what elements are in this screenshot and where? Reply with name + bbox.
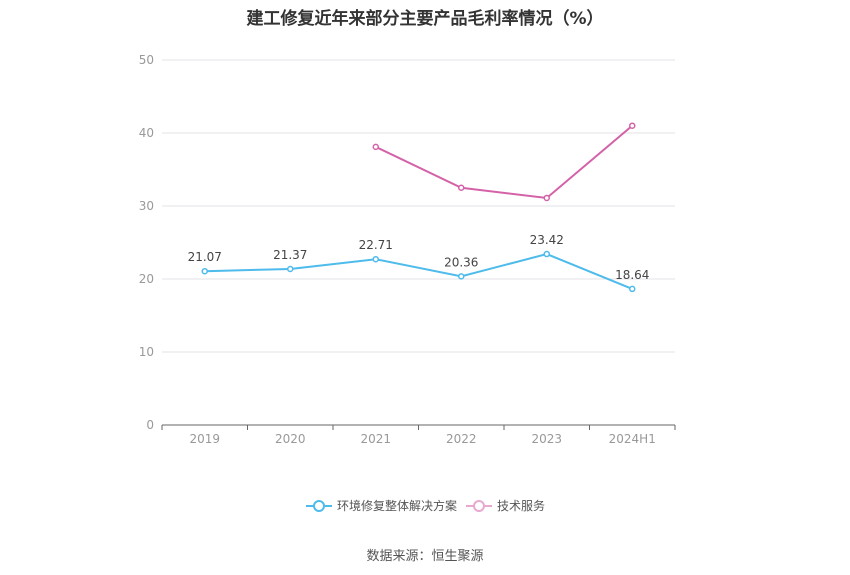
- x-tick-label: 2024H1: [609, 432, 656, 446]
- data-point: [629, 122, 636, 129]
- data-label: 23.42: [530, 233, 564, 247]
- data-point: [201, 267, 208, 275]
- legend-marker-0: [313, 500, 325, 512]
- data-point: [372, 143, 379, 151]
- x-tick-label: 2023: [531, 432, 562, 446]
- axis-layer: 0 10 20 30 40 50 2019 2020 2021 2022 2023 2024H1: [139, 53, 676, 446]
- data-label: 21.37: [273, 248, 307, 262]
- x-tick-label: 2019: [189, 432, 220, 446]
- grid-layer: [162, 59, 675, 353]
- source-note: 数据来源：恒生聚源: [366, 549, 484, 564]
- legend: 环境修复整体解决方案 技术服务: [306, 498, 545, 513]
- data-point: [458, 273, 465, 280]
- data-point: [372, 255, 379, 263]
- x-tick-label: 2022: [446, 432, 477, 446]
- data-point: [458, 184, 465, 191]
- data-label: 21.07: [188, 250, 222, 264]
- data-label: 22.71: [359, 238, 393, 252]
- series-layer: [201, 122, 636, 293]
- legend-label-0: 环境修复整体解决方案: [337, 498, 457, 513]
- series-line-0: [204, 252, 633, 290]
- y-tick-label: 40: [139, 126, 154, 140]
- data-point: [543, 250, 550, 258]
- data-label: 20.36: [444, 255, 478, 269]
- series-line-1: [375, 124, 633, 200]
- legend-label-1: 技术服务: [497, 498, 545, 513]
- y-tick-label: 10: [139, 345, 154, 359]
- y-tick-label: 20: [139, 272, 154, 286]
- chart-title: 建工修复近年来部分主要产品毛利率情况（%）: [246, 9, 604, 29]
- y-tick-label: 30: [139, 199, 154, 213]
- data-point: [629, 285, 636, 293]
- x-tick-label: 2021: [360, 432, 391, 446]
- data-point: [543, 194, 550, 202]
- x-tick-label: 2020: [275, 432, 306, 446]
- data-point: [287, 265, 294, 273]
- y-tick-label: 50: [139, 53, 154, 67]
- y-tick-label: 0: [146, 418, 154, 432]
- data-label: 18.64: [615, 268, 649, 282]
- label-layer: 21.07 21.37 22.71 20.36 23.42 18.64: [188, 233, 650, 282]
- legend-marker-1: [473, 500, 485, 512]
